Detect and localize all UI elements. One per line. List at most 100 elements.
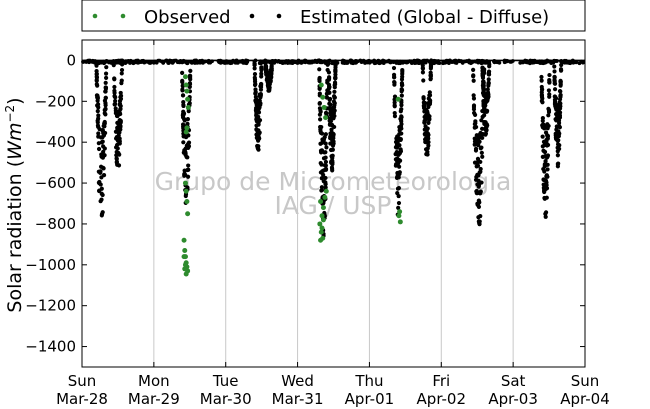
plot-area: Grupo de Micrometeorologia IAG / USP <box>81 39 586 368</box>
estimated-point <box>95 123 101 128</box>
estimated-point <box>319 150 324 155</box>
estimated-point <box>581 60 585 65</box>
estimated-point <box>201 60 205 65</box>
estimated-point <box>399 114 404 119</box>
estimated-point <box>482 93 488 98</box>
estimated-point <box>181 109 186 114</box>
estimated-point <box>180 93 186 98</box>
estimated-point <box>394 139 400 145</box>
estimated-point <box>547 94 552 99</box>
estimated-point <box>552 87 558 92</box>
estimated-point <box>392 114 398 119</box>
estimated-point <box>425 152 430 157</box>
estimated-point <box>428 62 434 67</box>
estimated-point <box>99 152 104 157</box>
y-tick-label: −800 <box>35 215 76 233</box>
estimated-point <box>480 154 485 159</box>
estimated-point <box>329 165 335 170</box>
vertical-grid <box>153 40 514 367</box>
estimated-point <box>323 155 328 160</box>
estimated-point <box>185 141 191 147</box>
estimated-point <box>333 69 338 74</box>
estimated-point <box>400 69 405 74</box>
estimated-point <box>326 77 332 82</box>
estimated-point <box>393 152 398 157</box>
observed-point <box>183 129 189 135</box>
estimated-point <box>96 105 101 110</box>
observed-point <box>319 225 325 231</box>
estimated-point <box>176 60 180 65</box>
estimated-point <box>319 185 324 190</box>
observed-point <box>183 188 189 194</box>
estimated-point <box>181 134 186 139</box>
x-tick-label-day: Wed <box>281 372 314 390</box>
estimated-point <box>397 151 402 156</box>
estimated-point <box>95 98 100 103</box>
observed-point <box>322 194 328 200</box>
estimated-point <box>186 167 191 172</box>
estimated-point <box>101 173 107 178</box>
y-tick-label: −1000 <box>25 256 76 274</box>
y-tick-label: −1400 <box>25 338 76 356</box>
observed-point <box>320 217 326 223</box>
estimated-point <box>252 77 258 82</box>
estimated-point <box>495 60 500 65</box>
estimated-point <box>422 109 427 114</box>
estimated-point <box>547 72 552 78</box>
estimated-point <box>326 61 331 66</box>
estimated-point <box>392 97 397 102</box>
x-tick-label-day: Thu <box>354 372 383 390</box>
estimated-point <box>148 60 153 65</box>
estimated-point <box>326 82 332 87</box>
estimated-point <box>324 145 329 150</box>
estimated-point <box>478 213 483 219</box>
observed-point <box>318 82 324 88</box>
estimated-point <box>256 101 261 106</box>
estimated-point <box>476 143 481 148</box>
estimated-point <box>543 154 548 159</box>
legend: Observed Estimated (Global - Diffuse) <box>81 0 586 32</box>
estimated-point <box>333 63 338 68</box>
estimated-point <box>557 88 563 94</box>
estimated-point <box>479 145 484 150</box>
estimated-point <box>472 142 477 147</box>
estimated-point <box>323 163 328 168</box>
x-tick-label-date: Mar-31 <box>272 390 324 408</box>
estimated-point <box>545 162 550 167</box>
estimated-point <box>474 174 479 180</box>
y-tick-label: −600 <box>35 174 76 192</box>
observed-point <box>182 74 188 80</box>
estimated-point <box>181 124 186 129</box>
estimated-point <box>326 70 332 75</box>
estimated-point <box>186 145 191 151</box>
estimated-point <box>555 161 560 167</box>
estimated-point <box>111 63 116 68</box>
estimated-point <box>475 163 481 168</box>
estimated-point <box>115 125 120 130</box>
estimated-point <box>540 87 545 92</box>
estimated-point <box>432 61 437 66</box>
estimated-point <box>545 167 550 172</box>
estimated-point <box>180 78 185 83</box>
estimated-point <box>331 132 336 137</box>
estimated-point <box>558 67 564 72</box>
observed-point <box>182 266 188 272</box>
estimated-point <box>253 94 258 100</box>
estimated-point <box>185 174 191 179</box>
estimated-point <box>120 61 125 66</box>
estimated-point <box>332 124 337 130</box>
estimated-point <box>353 60 358 65</box>
estimated-point <box>263 64 269 69</box>
estimated-point <box>252 66 257 71</box>
estimated-point <box>484 128 489 133</box>
y-tick-label: −400 <box>35 133 76 151</box>
estimated-point <box>420 60 425 66</box>
estimated-point <box>477 219 482 224</box>
observed-point <box>318 198 324 204</box>
estimated-point <box>552 79 557 84</box>
estimated-point <box>421 78 426 83</box>
estimated-point <box>421 96 426 101</box>
estimated-point <box>181 103 186 109</box>
estimated-point <box>546 109 552 115</box>
